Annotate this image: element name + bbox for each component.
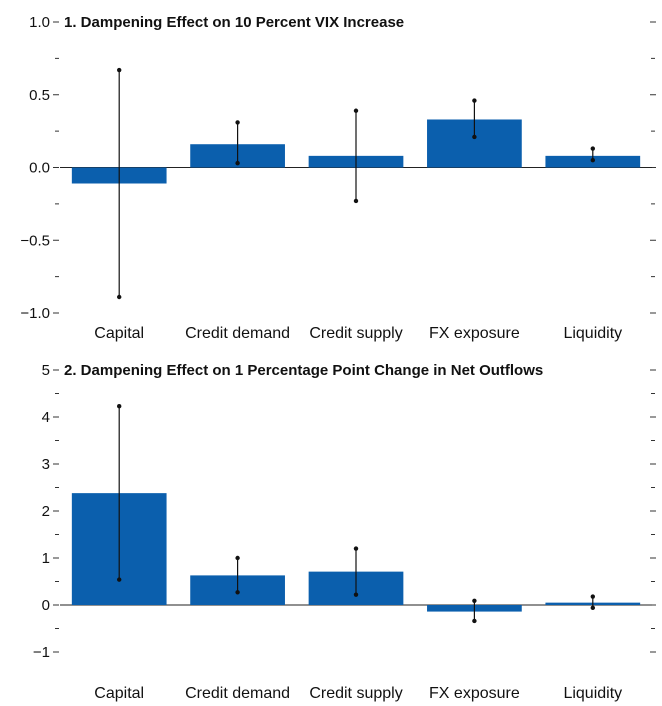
x-category-label: Capital [94,325,144,342]
chart-title: 2. Dampening Effect on 1 Percentage Poin… [64,362,543,379]
error-bar-lower-cap [235,590,240,595]
error-bar-upper-cap [235,555,240,561]
chart-panel-1: −1.0 −0.5 0.0 0.5 1.0 Capital Credit demand Cre… [20,14,656,342]
x-category-label: FX exposure [429,685,520,702]
y-tick-label: −0.5 [20,232,50,249]
y-tick-label: 5 [42,362,50,379]
chart-title: 1. Dampening Effect on 10 Percent VIX In… [64,14,404,31]
error-bar-lower-cap [353,592,359,597]
error-bar-upper-cap [353,108,359,113]
x-category-label: Liquidity [563,685,622,702]
error-bar-upper-cap [590,594,595,599]
x-category-label: Credit supply [309,325,402,342]
error-bar-upper-cap [472,598,477,603]
error-bar-lower-cap [472,134,477,140]
error-bar-lower-cap [590,605,595,611]
y-tick-label: 1 [42,550,50,567]
y-tick-label: −1 [33,644,50,661]
x-category-label: Credit demand [185,685,290,702]
y-tick-label: 2 [42,503,50,520]
error-bar-lower-cap [235,160,240,166]
chart-panel-2: −1 0 1 2 3 4 5 Capital Credit demand Credit suppl… [33,362,656,702]
error-bar-upper-cap [235,120,240,125]
y-tick-label: 3 [42,456,50,473]
y-tick-label: −1.0 [20,305,50,322]
x-category-label: Liquidity [563,325,622,342]
error-bar-lower-cap [472,618,477,624]
x-category-label: Capital [94,685,144,702]
error-bar-upper-cap [590,146,595,151]
y-tick-label: 1.0 [29,14,50,31]
error-bar-lower-cap [117,294,122,300]
x-category-label: Credit supply [309,685,402,702]
error-bar-upper-cap [117,403,122,409]
error-bar-upper-cap [472,98,477,103]
error-bar-lower-cap [117,577,122,582]
y-tick-label: 0 [42,597,50,614]
y-tick-label: 0.5 [29,87,50,104]
error-bar-upper-cap [353,546,359,551]
y-tick-label: 4 [42,409,50,426]
error-bar-upper-cap [117,67,122,73]
x-category-label: FX exposure [429,325,520,342]
x-category-label: Credit demand [185,325,290,342]
error-bar-lower-cap [590,158,595,163]
y-tick-label: 0.0 [29,160,50,177]
error-bar-lower-cap [353,198,359,204]
